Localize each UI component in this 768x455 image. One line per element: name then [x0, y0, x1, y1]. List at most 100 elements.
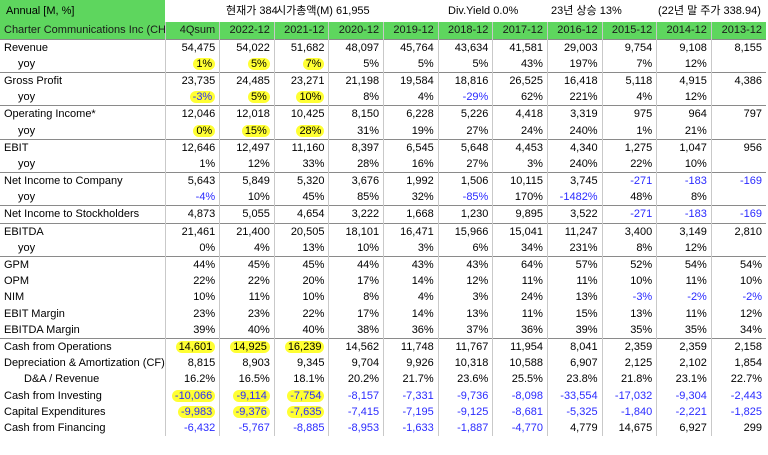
company-name: Charter Communications Inc (CH — [0, 22, 166, 39]
table-cell: 1% — [164, 55, 220, 73]
cell-value: 23.6% — [457, 373, 489, 386]
column-header: 2014-12 — [656, 22, 712, 39]
table-cell: 14,562 — [328, 337, 384, 356]
cell-value: 5% — [247, 57, 270, 70]
table-cell: 15,041 — [492, 222, 548, 240]
table-cell: 8,155 — [710, 38, 766, 56]
table-cell: 797 — [710, 105, 766, 123]
cell-value: -169 — [739, 208, 762, 221]
cell-value: 6,545 — [406, 141, 434, 154]
cell-value: 4,386 — [734, 74, 762, 87]
column-header: 2021-12 — [273, 22, 329, 39]
cell-value: 4,654 — [296, 208, 325, 221]
table-cell: 54% — [710, 255, 766, 274]
table-cell: 1,275 — [601, 138, 657, 156]
cell-value: 43,634 — [454, 41, 489, 54]
cell-value: 5,055 — [242, 208, 270, 221]
cell-value: 10,425 — [290, 108, 325, 121]
cell-value: 5,118 — [625, 74, 653, 87]
table-cell: 10,318 — [437, 355, 493, 372]
table-cell: 21.7% — [383, 371, 439, 388]
cell-value: 10% — [193, 291, 216, 304]
column-header: 2020-12 — [328, 22, 384, 39]
cell-value: 10% — [247, 191, 270, 204]
table-cell: 19,584 — [383, 71, 439, 90]
row-label: NIM — [4, 291, 25, 304]
cell-value: 21,461 — [181, 225, 216, 238]
column-header-row: Charter Communications Inc (CH 4Qsum 2022-… — [0, 22, 766, 39]
table-cell: 28% — [328, 155, 384, 173]
cell-value: 44% — [193, 259, 216, 272]
table-cell: 23% — [164, 305, 220, 322]
cell-value: 17% — [357, 307, 380, 320]
cell-value: 23.8% — [566, 373, 598, 386]
table-cell: 17% — [328, 305, 384, 322]
cell-value: -9,114 — [233, 389, 270, 402]
cell-value: 4% — [253, 241, 270, 254]
table-cell: 8,041 — [546, 337, 603, 356]
table-cell: 23% — [219, 305, 275, 322]
table-cell: 13% — [437, 305, 493, 322]
table-cell: 40% — [273, 321, 329, 339]
cell-value: 6,228 — [406, 108, 434, 121]
cell-value: 12% — [466, 275, 489, 288]
table-cell: 44% — [328, 255, 384, 274]
cell-value: -6,432 — [184, 421, 216, 434]
cell-value: 48,097 — [345, 41, 380, 54]
cell-value: -17,032 — [614, 389, 653, 402]
cell-value: -183 — [684, 208, 707, 221]
table-row: yoy 0% 15% 28% 31% 19% 27% 24% 240% 1% 21% — [0, 122, 766, 140]
cell-value: 2,158 — [734, 340, 762, 353]
table-cell: -1,633 — [383, 419, 439, 436]
table-cell: -8,885 — [273, 419, 329, 436]
table-row: yoy 1% 12% 33% 28% 16% 27% 3% 240% 22% 10% — [0, 155, 766, 173]
table-row: Revenue 54,475 54,022 51,682 48,097 45,764 43,… — [0, 38, 766, 56]
table-cell: 3% — [383, 239, 439, 257]
table-cell: 4,453 — [492, 138, 548, 156]
cell-value: 3,400 — [624, 225, 653, 238]
cell-value: 18.1% — [293, 373, 325, 386]
column-header: 2015-12 — [601, 22, 657, 39]
table-cell — [710, 55, 766, 73]
cell-value: 14% — [411, 275, 434, 288]
table-cell: 14% — [383, 273, 439, 290]
table-cell: 1,506 — [437, 172, 493, 190]
table-cell: 57% — [546, 255, 603, 274]
cell-value: 231% — [569, 241, 598, 254]
table-cell: 6,907 — [546, 355, 603, 372]
cell-value: -183 — [684, 175, 707, 188]
table-cell: 8,150 — [328, 105, 384, 123]
table-cell: 40% — [219, 321, 275, 339]
table-cell: 33% — [273, 155, 329, 173]
row-label: EBITDA — [0, 222, 166, 240]
cell-value: -9,125 — [457, 405, 489, 418]
table-cell: -4% — [164, 189, 220, 206]
cell-value: 14,562 — [345, 340, 380, 353]
table-cell: 7% — [273, 55, 329, 73]
cell-value: 3,222 — [351, 208, 380, 221]
table-cell: 17% — [328, 273, 384, 290]
table-cell: 45,764 — [383, 38, 439, 56]
table-row: Net Income to Company 5,643 5,849 5,320 3,67… — [0, 172, 766, 190]
table-cell: 9,345 — [273, 355, 329, 372]
table-cell: 6,545 — [383, 138, 439, 156]
row-label: yoy — [18, 191, 36, 204]
cell-value: 14% — [411, 307, 434, 320]
table-cell: 36% — [383, 321, 439, 339]
column-header: 2019-12 — [383, 22, 439, 39]
table-row: EBIT 12,646 12,497 11,160 8,397 6,545 5,648 4,4… — [0, 138, 766, 156]
cell-value: 11% — [576, 275, 598, 288]
cell-value: 10% — [630, 275, 653, 288]
table-cell: 6,927 — [656, 419, 712, 436]
table-cell: 4,654 — [273, 205, 329, 224]
cell-value: 15,041 — [509, 225, 543, 238]
cell-value: -7,754 — [287, 389, 325, 402]
cell-value: 4,915 — [679, 74, 707, 87]
table-cell: 15,966 — [437, 222, 493, 240]
cell-value: 40% — [247, 323, 270, 336]
cell-value: 29,003 — [563, 41, 598, 54]
table-row: Net Income to Stockholders 4,873 5,055 4,65… — [0, 205, 766, 224]
column-header: 2018-12 — [437, 22, 493, 39]
table-cell: 9,108 — [656, 38, 712, 56]
cell-value: 39% — [575, 323, 598, 336]
